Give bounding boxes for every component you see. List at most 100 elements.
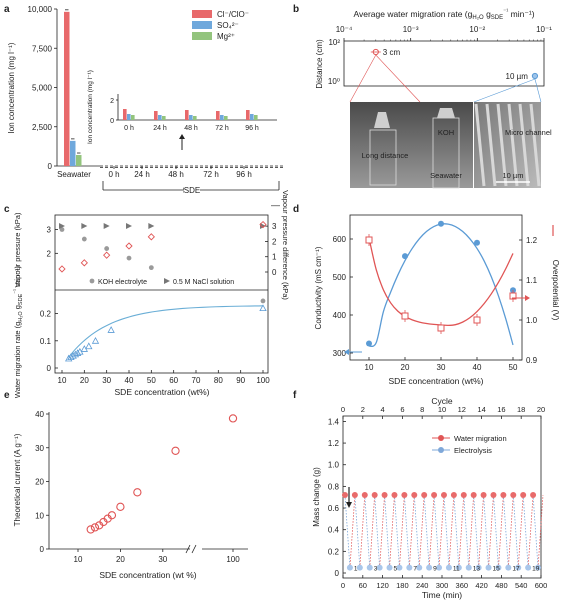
e-x-tick-label: 20	[116, 555, 125, 564]
a-inset-bar	[193, 116, 197, 120]
e-axis-break	[185, 544, 197, 554]
f-electrolysis-point	[465, 564, 472, 571]
panel-c-vapour-pressure: 2 3 Vapour pressure (kPa) 0 1 2 3 Vapour pressu…	[13, 190, 290, 398]
b-photo-label-seawater: Seawater	[430, 171, 462, 180]
f-y-tick-label: 0	[335, 569, 340, 578]
a-y-tick-label: 10,000	[28, 5, 53, 14]
a-inset-x-tick-label: 72 h	[215, 125, 229, 132]
d-conductivity-point	[474, 239, 480, 246]
f-electrolysis-point	[366, 564, 373, 571]
a-inset-bar	[216, 111, 220, 120]
f-cycle-down	[453, 495, 460, 568]
f-x2-tick-label: 14	[477, 405, 485, 414]
d-x-tick-label: 20	[401, 363, 410, 372]
e-y-tick-label: 10	[35, 511, 44, 520]
d-y-tick-label: 600	[333, 235, 347, 244]
f-cycle-label: 3	[374, 566, 378, 573]
d-x-tick-label: 40	[473, 363, 482, 372]
c-bottom-y-tick-label: 0.1	[40, 337, 52, 346]
d-y-tick-label: 300	[333, 349, 347, 358]
e-current-point	[116, 502, 125, 511]
c-x-tick-label: 50	[147, 376, 156, 385]
f-cycle-label: 1	[354, 566, 358, 573]
d-plot-frame	[349, 214, 523, 361]
f-cycle-label: 19	[532, 566, 540, 573]
f-electrolysis-point	[356, 564, 363, 571]
f-cycle-up	[517, 495, 524, 568]
f-migration-point	[520, 492, 527, 499]
f-x2-tick-label: 4	[381, 405, 385, 414]
d-overpotential-point	[437, 324, 445, 332]
d-y2-tick-label: 1.0	[526, 316, 538, 325]
f-y-tick-label: 1.0	[328, 461, 340, 470]
b-x-title-end: min⁻¹)	[508, 9, 534, 19]
c-top-y2-title: Vapour pressure difference (kPa)	[281, 190, 290, 300]
f-cycle-up	[498, 495, 504, 568]
d-arrow-right-head	[525, 295, 530, 301]
a-legend-text: Cl⁻/ClO⁻	[217, 10, 249, 19]
a-bar-seawater	[76, 155, 82, 166]
f-cycle-down	[344, 495, 351, 568]
c-bottom-y-title: Water migration rate (gH₂O gSDE⁻¹ min⁻¹)	[13, 265, 24, 398]
d-x-tick-label: 50	[509, 363, 518, 372]
c-top-y2-tick-label: 2	[272, 237, 277, 246]
e-current-point	[86, 525, 95, 534]
c-nacl-point	[126, 222, 132, 229]
b-connector	[473, 78, 536, 103]
f-x2-tick-label: 16	[497, 405, 505, 414]
f-cycle-down	[522, 495, 529, 568]
d-conductivity-point	[438, 220, 444, 227]
e-current-point	[90, 523, 100, 532]
c-top-y2-tick-label: 3	[272, 222, 277, 231]
b-point-10um-label: 10 µm	[506, 72, 529, 81]
c-difference-point	[103, 251, 111, 259]
b-photo-beaker	[369, 129, 397, 186]
f-x2-tick-label: 6	[400, 405, 404, 414]
f-cycle-down	[423, 495, 430, 568]
b-photo-scale-label: 10 µm	[503, 171, 524, 180]
b-y-tick-label: 10⁰	[328, 77, 340, 86]
f-cycle-up	[418, 495, 425, 568]
a-x-tick-label: 24 h	[134, 170, 150, 179]
b-y-tick-label: 10²	[328, 38, 340, 47]
c-difference-point	[58, 265, 66, 273]
f-migration-point	[351, 492, 358, 499]
f-x2-axis-title: Cycle	[431, 396, 453, 406]
c-top-y-title: Vapour pressure (kPa)	[13, 212, 22, 287]
e-x-tick-label: 100	[226, 555, 240, 564]
a-inset-y-title: Ion concentration (mg l⁻¹)	[87, 70, 94, 144]
f-electrolysis-point	[436, 564, 443, 571]
panel-d-conductivity: 300 400 500 600 0.9 1.0 1.1 1.2 Conductivity (mS…	[314, 214, 560, 386]
d-x-tick-label: 30	[437, 363, 446, 372]
b-point-3cm-label: 3 cm	[383, 48, 401, 57]
f-x-tick-label: 240	[416, 581, 429, 590]
d-conductivity-point	[402, 253, 408, 260]
c-bottom-y-title-sub: H₂O	[18, 311, 24, 322]
c-legend-koh-swatch	[89, 278, 95, 284]
d-x-axis-title: SDE concentration (wt%)	[389, 376, 484, 386]
f-cycle-down	[463, 495, 470, 568]
e-y-tick-label: 30	[35, 444, 44, 453]
e-y-tick-label: 40	[35, 410, 44, 419]
b-connector	[534, 78, 542, 103]
e-y-axis-title: Theoretical current (A g⁻¹)	[13, 433, 22, 526]
f-migration-point	[480, 492, 487, 499]
a-inset-x-tick-label: 96 h	[245, 125, 259, 132]
c-nacl-point	[103, 222, 110, 229]
a-x-tick-label: 96 h	[236, 170, 252, 179]
f-cycle-up	[389, 495, 395, 568]
a-bar-seawater	[64, 11, 70, 166]
b-x-title-sub2: SDE	[491, 15, 503, 21]
panel-f-mass-change: 00.20.40.60.81.01.21.40 60 120 180 240 300 360…	[312, 396, 547, 600]
f-cycle-down	[394, 495, 400, 568]
c-rate-point	[91, 336, 100, 344]
c-legend-nacl: 0.5 M NaCl solution	[173, 279, 234, 286]
f-electrolysis-point	[525, 564, 532, 571]
c-x-tick-label: 90	[236, 376, 245, 385]
b-x-tick-label: 10⁻³	[403, 25, 419, 34]
panel-a-ion-concentration: 0 2,500 5,000 7,500 10,000 Ion concentration …	[7, 5, 283, 195]
c-top-y-tick-label: 3	[47, 226, 52, 235]
f-migration-point	[490, 492, 497, 499]
f-migration-point	[411, 492, 418, 499]
f-x-axis-title: Time (min)	[422, 590, 462, 600]
